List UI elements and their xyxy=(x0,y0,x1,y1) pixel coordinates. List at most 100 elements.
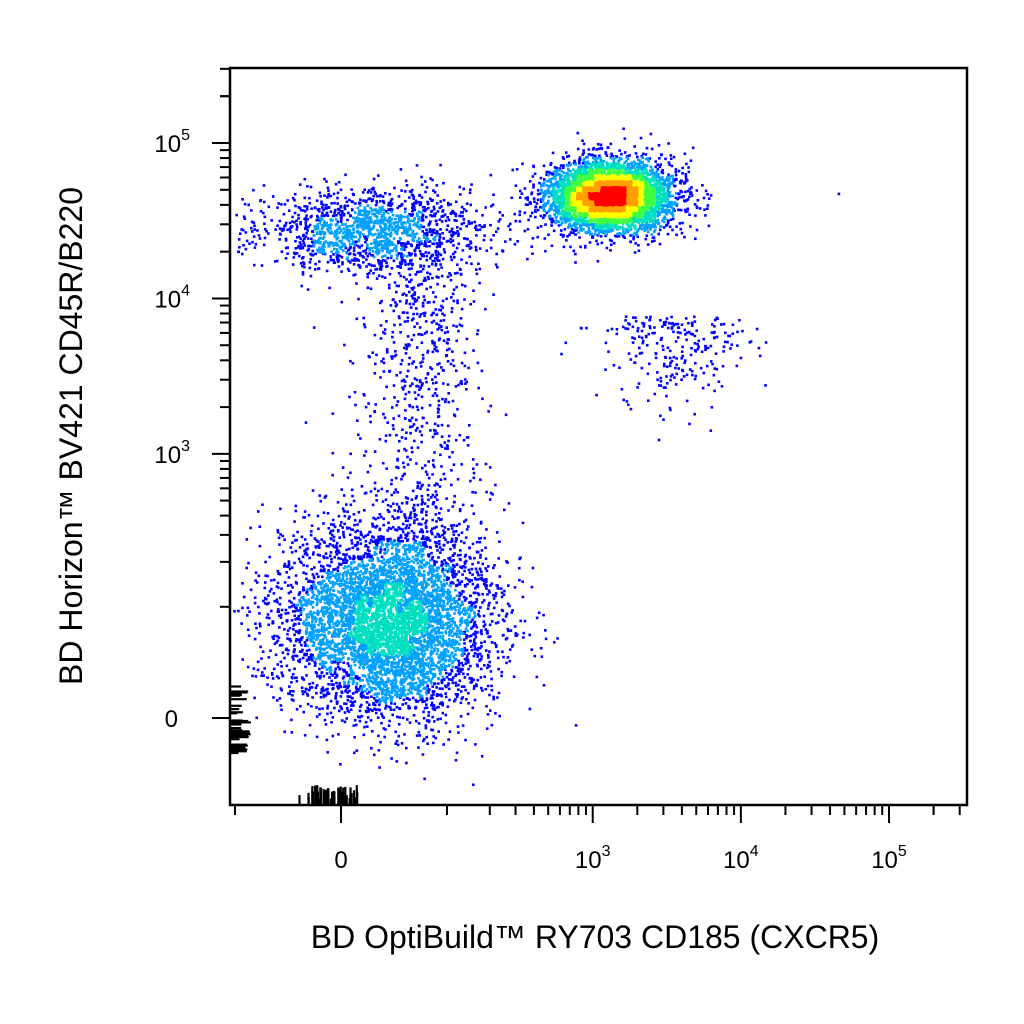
event-point xyxy=(340,658,343,661)
event-point xyxy=(446,424,450,428)
event-point xyxy=(288,227,291,231)
event-point xyxy=(479,520,483,524)
event-point xyxy=(315,218,319,222)
event-point xyxy=(377,749,381,752)
event-point xyxy=(439,507,443,510)
event-point xyxy=(359,693,363,696)
event-point xyxy=(298,183,302,186)
event-point xyxy=(484,206,487,209)
event-point xyxy=(456,602,460,606)
event-point xyxy=(413,541,416,544)
event-point xyxy=(539,198,543,201)
event-point xyxy=(377,174,380,177)
event-point xyxy=(314,206,317,210)
event-point xyxy=(289,546,293,549)
event-point xyxy=(703,208,706,211)
event-point xyxy=(352,672,356,676)
event-point xyxy=(387,521,390,525)
event-point xyxy=(401,256,404,260)
event-point xyxy=(467,691,470,695)
event-point xyxy=(465,261,468,265)
event-point xyxy=(448,556,452,560)
event-point xyxy=(689,191,693,194)
event-point xyxy=(358,557,361,561)
event-point xyxy=(434,513,438,516)
event-point xyxy=(659,380,663,383)
event-point xyxy=(559,164,563,167)
event-point xyxy=(456,579,460,582)
event-point xyxy=(379,376,382,379)
event-point xyxy=(337,556,340,560)
event-point xyxy=(340,578,343,582)
event-point xyxy=(348,533,352,536)
event-point xyxy=(294,204,297,208)
event-point xyxy=(470,183,473,186)
event-point xyxy=(327,544,330,548)
event-point xyxy=(557,220,561,223)
event-point xyxy=(290,551,294,554)
event-point xyxy=(641,341,645,345)
event-point xyxy=(279,687,283,690)
event-point xyxy=(542,195,545,198)
event-point xyxy=(245,538,249,541)
event-point xyxy=(316,248,320,252)
event-point xyxy=(364,236,367,239)
event-point xyxy=(482,238,486,242)
event-point xyxy=(681,166,684,170)
event-point xyxy=(483,536,487,540)
event-point xyxy=(263,236,267,240)
event-point xyxy=(419,548,422,551)
event-point xyxy=(453,256,456,259)
event-point xyxy=(315,611,318,615)
event-point xyxy=(313,239,316,242)
event-point xyxy=(298,254,301,258)
event-point xyxy=(251,674,254,678)
event-point xyxy=(419,257,422,261)
event-point xyxy=(467,702,470,705)
event-point xyxy=(387,526,391,530)
event-point xyxy=(649,228,652,231)
event-point xyxy=(371,351,374,354)
event-point xyxy=(399,534,403,537)
event-point xyxy=(539,200,543,203)
event-point xyxy=(336,253,339,257)
event-point xyxy=(359,235,362,239)
event-point xyxy=(605,154,609,157)
event-point xyxy=(396,491,399,494)
event-point xyxy=(435,245,439,249)
event-point xyxy=(431,659,434,662)
event-point xyxy=(309,533,313,537)
event-point xyxy=(398,542,401,545)
event-point xyxy=(567,154,571,158)
event-point xyxy=(460,616,464,620)
event-point xyxy=(670,164,674,168)
event-point xyxy=(717,380,721,383)
event-point xyxy=(377,274,381,277)
event-point xyxy=(453,570,456,573)
event-point xyxy=(382,199,385,203)
event-point xyxy=(641,152,645,156)
event-point xyxy=(467,652,470,655)
event-point xyxy=(514,184,518,187)
event-point xyxy=(450,537,454,541)
event-point xyxy=(351,702,354,706)
event-point xyxy=(284,612,287,615)
event-point xyxy=(444,561,448,565)
event-point xyxy=(259,625,262,628)
event-point xyxy=(390,757,393,760)
event-point xyxy=(460,649,463,652)
event-point xyxy=(300,676,304,679)
event-point xyxy=(675,202,679,206)
event-point xyxy=(543,178,546,181)
event-point xyxy=(260,264,264,267)
event-point xyxy=(716,317,719,321)
event-point xyxy=(354,530,357,533)
event-point xyxy=(331,244,335,247)
event-point xyxy=(420,333,424,337)
event-point xyxy=(438,542,441,546)
event-point xyxy=(633,337,636,340)
event-point xyxy=(373,410,377,414)
event-point xyxy=(550,172,554,175)
event-point xyxy=(325,221,328,225)
event-point xyxy=(276,206,279,209)
